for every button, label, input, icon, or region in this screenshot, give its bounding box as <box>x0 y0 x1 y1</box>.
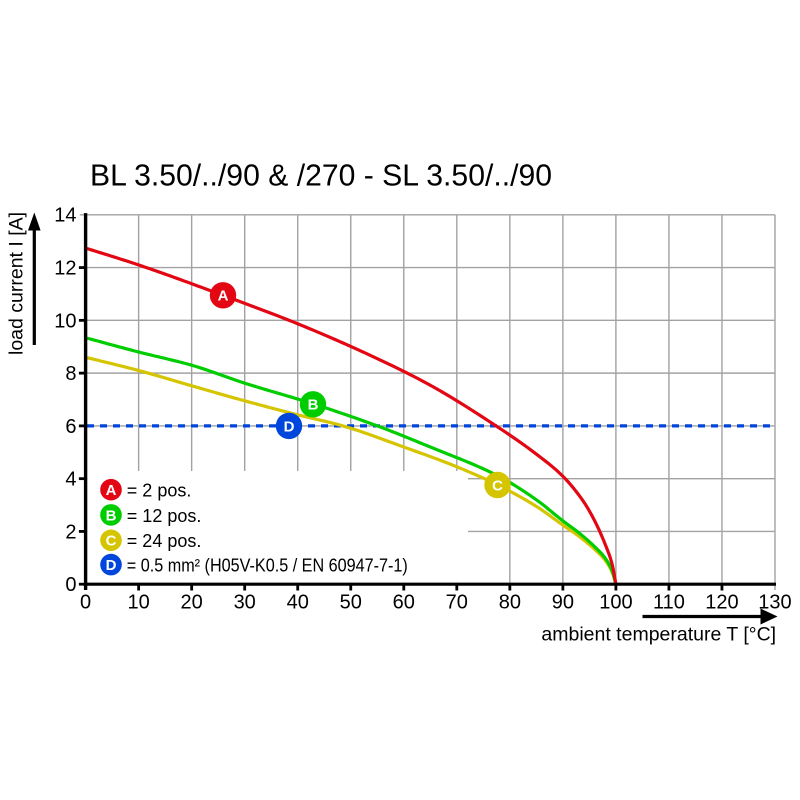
svg-text:60: 60 <box>393 592 415 614</box>
svg-text:C: C <box>106 533 117 550</box>
svg-text:B: B <box>106 507 117 524</box>
svg-text:110: 110 <box>653 592 685 614</box>
svg-text:B: B <box>308 397 319 414</box>
svg-text:30: 30 <box>234 592 256 614</box>
svg-text:12: 12 <box>54 257 76 279</box>
svg-text:D: D <box>106 557 117 574</box>
svg-text:8: 8 <box>65 363 76 385</box>
svg-text:40: 40 <box>287 592 309 614</box>
svg-text:C: C <box>492 477 503 494</box>
svg-text:= 0.5 mm² (H05V-K0.5 / EN 6094: = 0.5 mm² (H05V-K0.5 / EN 60947-7-1) <box>127 556 408 576</box>
svg-text:50: 50 <box>340 592 362 614</box>
svg-text:load current I [A]: load current I [A] <box>5 212 27 355</box>
svg-text:10: 10 <box>128 592 150 614</box>
svg-text:= 24 pos.: = 24 pos. <box>127 531 202 551</box>
svg-text:= 12 pos.: = 12 pos. <box>127 506 202 526</box>
svg-text:90: 90 <box>552 592 574 614</box>
svg-text:100: 100 <box>599 592 632 614</box>
svg-text:ambient temperature T [°C]: ambient temperature T [°C] <box>541 623 776 645</box>
svg-text:2: 2 <box>65 521 76 543</box>
svg-text:BL 3.50/../90 & /270 - SL 3.50: BL 3.50/../90 & /270 - SL 3.50/../90 <box>90 157 552 192</box>
svg-text:20: 20 <box>181 592 203 614</box>
svg-text:4: 4 <box>65 469 76 491</box>
svg-text:0: 0 <box>80 592 91 614</box>
svg-text:D: D <box>284 418 295 435</box>
svg-text:= 2 pos.: = 2 pos. <box>127 481 192 501</box>
svg-text:70: 70 <box>446 592 468 614</box>
svg-text:130: 130 <box>758 592 791 614</box>
svg-text:14: 14 <box>54 205 76 227</box>
svg-text:A: A <box>106 482 117 499</box>
svg-text:10: 10 <box>54 310 76 332</box>
svg-text:120: 120 <box>705 592 738 614</box>
svg-text:6: 6 <box>65 416 76 438</box>
svg-text:80: 80 <box>499 592 521 614</box>
svg-text:A: A <box>218 288 229 305</box>
svg-text:0: 0 <box>65 574 76 596</box>
